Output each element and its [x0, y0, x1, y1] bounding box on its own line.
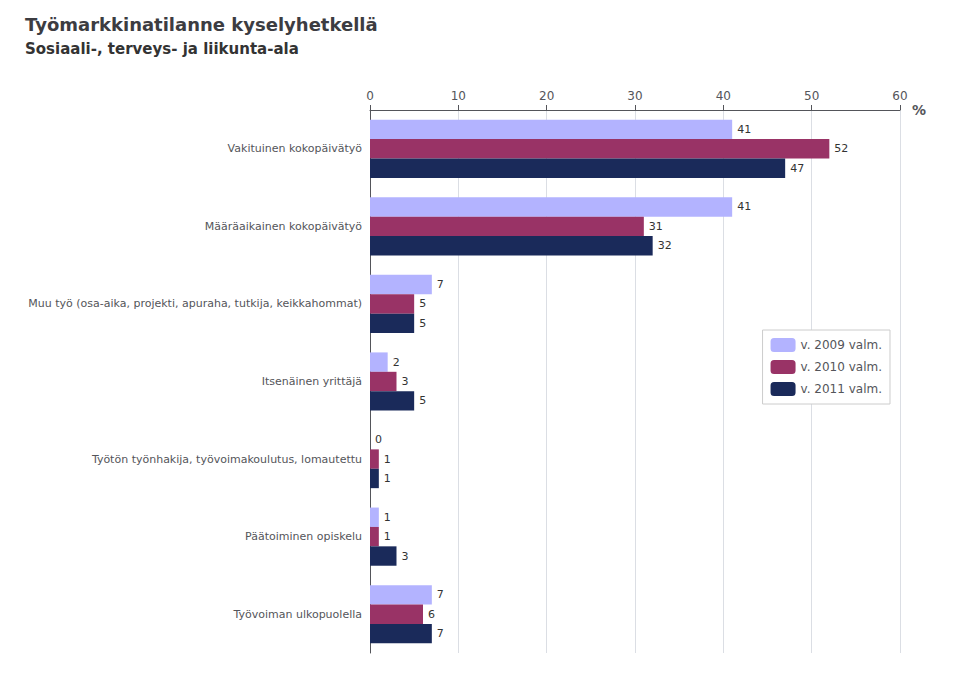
svg-text:1: 1: [384, 511, 391, 524]
svg-text:6: 6: [428, 608, 435, 621]
svg-text:1: 1: [384, 530, 391, 543]
svg-text:10: 10: [451, 89, 466, 103]
svg-text:7: 7: [437, 627, 444, 640]
svg-text:7: 7: [437, 588, 444, 601]
svg-text:41: 41: [737, 123, 751, 136]
svg-text:3: 3: [402, 375, 409, 388]
svg-text:0: 0: [366, 89, 374, 103]
svg-text:47: 47: [790, 162, 804, 175]
svg-text:1: 1: [384, 472, 391, 485]
svg-text:Työtön työnhakija, työvoimakou: Työtön työnhakija, työvoimakoulutus, lom…: [91, 453, 362, 466]
svg-text:32: 32: [658, 239, 672, 252]
svg-text:5: 5: [419, 394, 426, 407]
svg-text:0: 0: [375, 433, 382, 446]
svg-text:41: 41: [737, 200, 751, 213]
svg-text:Muu työ (osa-aika, projekti, a: Muu työ (osa-aika, projekti, apuraha, tu…: [28, 297, 362, 310]
svg-text:2: 2: [393, 356, 400, 369]
svg-text:50: 50: [804, 89, 819, 103]
svg-text:5: 5: [419, 317, 426, 330]
svg-text:Päätoiminen opiskelu: Päätoiminen opiskelu: [245, 530, 362, 543]
svg-text:3: 3: [402, 550, 409, 563]
svg-text:Itsenäinen yrittäjä: Itsenäinen yrittäjä: [262, 375, 362, 388]
svg-text:52: 52: [834, 142, 848, 155]
svg-text:v. 2009 valm.: v. 2009 valm.: [801, 338, 882, 352]
svg-text:Työmarkkinatilanne kyselyhetke: Työmarkkinatilanne kyselyhetkellä: [25, 14, 378, 35]
svg-text:1: 1: [384, 453, 391, 466]
svg-text:Työvoiman ulkopuolella: Työvoiman ulkopuolella: [232, 608, 362, 621]
svg-text:7: 7: [437, 278, 444, 291]
svg-text:Määräaikainen kokopäivätyö: Määräaikainen kokopäivätyö: [205, 220, 362, 233]
svg-text:Vakituinen kokopäivätyö: Vakituinen kokopäivätyö: [228, 142, 363, 155]
svg-text:%: %: [912, 102, 926, 118]
svg-text:20: 20: [539, 89, 554, 103]
svg-text:40: 40: [716, 89, 731, 103]
svg-text:v. 2010 valm.: v. 2010 valm.: [801, 360, 882, 374]
svg-text:5: 5: [419, 297, 426, 310]
svg-text:31: 31: [649, 220, 663, 233]
svg-text:30: 30: [627, 89, 642, 103]
svg-text:v. 2011 valm.: v. 2011 valm.: [801, 382, 882, 396]
svg-text:Sosiaali-, terveys- ja liikunt: Sosiaali-, terveys- ja liikunta-ala: [25, 40, 299, 58]
svg-text:60: 60: [892, 89, 907, 103]
